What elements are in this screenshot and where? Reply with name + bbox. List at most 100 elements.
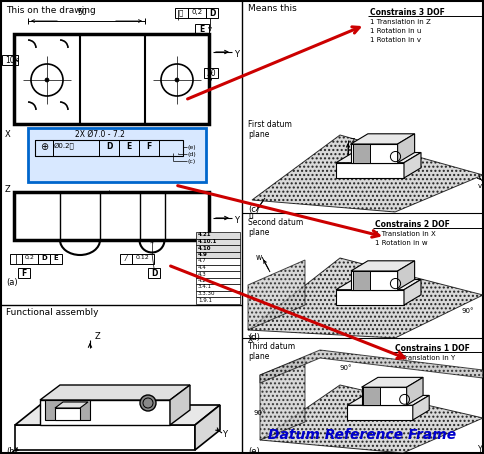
Polygon shape (413, 395, 429, 420)
Bar (204, 68, 218, 78)
Bar (120, 254, 132, 264)
Bar (206, 8, 218, 18)
Bar (14, 192, 209, 240)
Bar (195, 24, 209, 34)
Polygon shape (351, 144, 398, 163)
Bar (38, 254, 50, 264)
Bar (18, 268, 30, 278)
Polygon shape (398, 134, 415, 163)
Text: D: D (106, 142, 112, 151)
Polygon shape (362, 387, 407, 405)
Text: F: F (146, 142, 151, 151)
Text: w: w (256, 253, 262, 262)
Text: 1 Translation in Y: 1 Translation in Y (395, 355, 455, 361)
Text: (e): (e) (188, 145, 197, 150)
Polygon shape (336, 280, 421, 290)
Text: F: F (21, 269, 27, 278)
Polygon shape (195, 405, 220, 450)
Text: (e): (e) (248, 447, 260, 454)
Bar (119, 140, 139, 156)
Polygon shape (260, 357, 305, 440)
Text: This on the drawing: This on the drawing (6, 6, 96, 15)
Text: Ø0.2Ⓜ: Ø0.2Ⓜ (54, 143, 75, 149)
Bar (196, 277, 240, 284)
Bar (10, 254, 22, 264)
Text: Constrains 1 DOF: Constrains 1 DOF (395, 344, 470, 353)
Text: Y: Y (222, 430, 227, 439)
Text: u: u (248, 212, 253, 221)
Polygon shape (352, 144, 370, 163)
Text: E: E (54, 255, 59, 261)
Polygon shape (347, 405, 413, 420)
Text: First datum
plane: First datum plane (248, 120, 292, 139)
Text: (c): (c) (188, 159, 196, 164)
Text: (d): (d) (188, 152, 197, 157)
Polygon shape (15, 425, 195, 450)
Polygon shape (362, 377, 423, 387)
Text: |: | (176, 10, 180, 20)
Text: ⎾: ⎾ (179, 9, 183, 15)
Text: Y: Y (234, 216, 239, 225)
Text: D: D (41, 255, 47, 261)
Text: 4.2: 4.2 (198, 278, 207, 283)
Text: 90°: 90° (254, 410, 267, 416)
Polygon shape (260, 385, 483, 453)
Bar (196, 238, 240, 245)
Bar (139, 140, 159, 156)
Text: (a): (a) (6, 278, 17, 287)
Polygon shape (336, 153, 421, 163)
Polygon shape (407, 377, 423, 405)
Bar (53, 140, 99, 156)
Text: 1 Rotation in u: 1 Rotation in u (370, 28, 422, 34)
Text: 4.4: 4.4 (198, 265, 207, 270)
Text: 20: 20 (206, 69, 216, 78)
Text: E: E (199, 25, 205, 34)
Bar (196, 245, 240, 252)
Polygon shape (352, 271, 370, 290)
Text: Z: Z (5, 185, 11, 194)
Text: 90°: 90° (340, 365, 352, 371)
Text: (b): (b) (6, 447, 18, 454)
Text: Z: Z (95, 332, 101, 341)
Bar (50, 254, 62, 264)
Text: 4.21: 4.21 (198, 232, 212, 237)
Polygon shape (40, 385, 190, 400)
Polygon shape (336, 290, 404, 305)
Text: 2X Ø7.0 - 7.2: 2X Ø7.0 - 7.2 (75, 130, 125, 139)
Bar (196, 284, 240, 291)
Polygon shape (336, 163, 404, 178)
Polygon shape (15, 405, 220, 425)
Polygon shape (55, 402, 88, 408)
Text: Constrains 2 DOF: Constrains 2 DOF (375, 220, 450, 229)
Polygon shape (170, 385, 190, 425)
Polygon shape (55, 408, 80, 420)
Bar (14, 34, 209, 124)
Polygon shape (404, 280, 421, 305)
Text: Functional assembly: Functional assembly (6, 308, 99, 317)
Text: 4.9: 4.9 (198, 252, 208, 257)
Polygon shape (252, 135, 483, 212)
Text: 0.12: 0.12 (136, 255, 150, 260)
Polygon shape (248, 258, 483, 338)
Text: Y: Y (234, 50, 239, 59)
Text: 4.7: 4.7 (198, 258, 207, 263)
Polygon shape (45, 400, 90, 420)
Polygon shape (260, 350, 483, 383)
Text: 4.10: 4.10 (198, 246, 212, 251)
Text: X: X (12, 450, 17, 454)
Circle shape (45, 78, 49, 82)
Text: 50: 50 (77, 8, 87, 17)
Text: 4.10.1: 4.10.1 (198, 239, 217, 244)
Text: E: E (126, 142, 132, 151)
Bar (22, 254, 38, 264)
Polygon shape (351, 261, 415, 271)
Bar (28, 128, 206, 182)
Polygon shape (351, 271, 398, 290)
Text: Means this: Means this (248, 4, 297, 13)
Text: 10: 10 (5, 56, 15, 65)
Text: 1 Rotation in v: 1 Rotation in v (370, 37, 421, 43)
Text: Datum Reference Frame: Datum Reference Frame (268, 428, 456, 442)
Text: X: X (5, 130, 11, 139)
Text: 1 Translation in X: 1 Translation in X (375, 231, 436, 237)
Polygon shape (404, 153, 421, 178)
